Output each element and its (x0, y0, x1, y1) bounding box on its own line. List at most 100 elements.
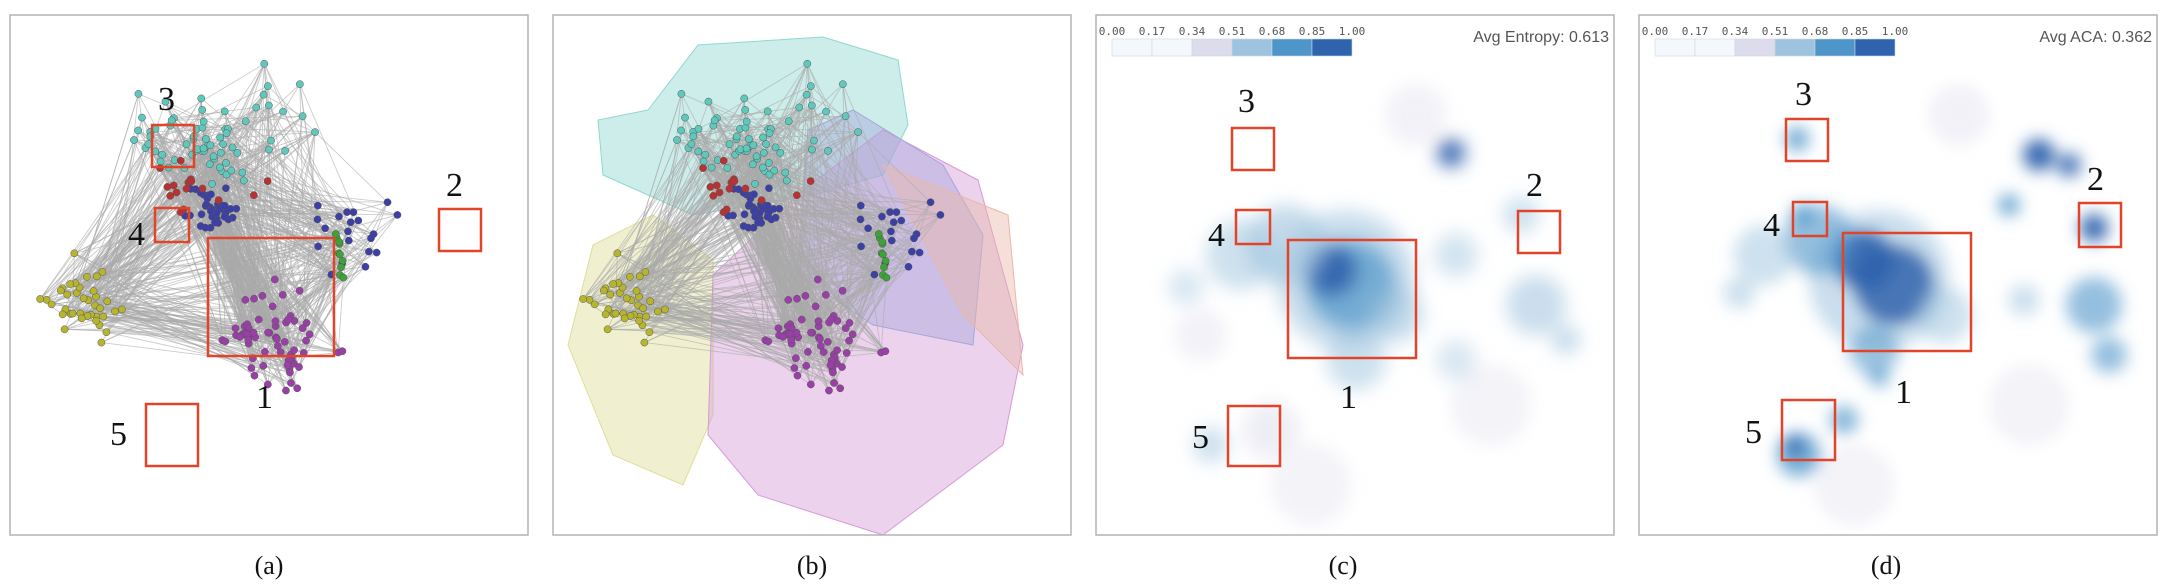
graph-node (916, 249, 923, 256)
region-label-3: 3 (158, 81, 175, 118)
graph-node (765, 159, 772, 166)
graph-node (759, 164, 766, 171)
graph-node (711, 117, 718, 124)
graph-node (222, 159, 229, 166)
legend-tick: 0.85 (1842, 25, 1869, 38)
graph-node (646, 329, 653, 336)
graph-node (339, 348, 346, 355)
graph-node (314, 216, 321, 223)
graph-node (621, 315, 628, 322)
graph-node (745, 135, 752, 142)
legend-swatch (1312, 39, 1352, 56)
graph-node (927, 199, 934, 206)
graph-node (130, 136, 137, 143)
graph-node (705, 98, 712, 105)
density-blob (2008, 284, 2040, 316)
graph-node (812, 303, 819, 310)
graph-node (883, 274, 890, 281)
graph-node (98, 339, 105, 346)
graph-node (269, 303, 276, 310)
graph-node (164, 183, 171, 190)
graph-node (282, 387, 289, 394)
panel-b: (b) (553, 15, 1071, 580)
graph-node (607, 291, 614, 298)
graph-node (839, 287, 846, 294)
graph-node (104, 298, 111, 305)
graph-node (879, 238, 886, 245)
graph-node (83, 273, 90, 280)
graph-node (221, 202, 228, 209)
graph-node (221, 213, 228, 220)
region-label-1: 1 (1340, 379, 1357, 416)
graph-node (690, 133, 697, 140)
graph-node (222, 185, 229, 192)
legend-swatch (1735, 39, 1775, 56)
graph-node (654, 308, 661, 315)
graph-node (222, 338, 229, 345)
region-label-5: 5 (1745, 414, 1762, 451)
graph-node (879, 251, 886, 258)
graph-node (726, 141, 733, 148)
legend-tick: 0.00 (1642, 25, 1669, 38)
graph-node (259, 292, 266, 299)
graph-node (260, 362, 267, 369)
graph-node (807, 329, 814, 336)
graph-node (880, 264, 887, 271)
graph-node (623, 295, 630, 302)
graph-node (842, 113, 849, 120)
graph-node (792, 355, 799, 362)
density-blob (1434, 233, 1478, 277)
graph-node (798, 316, 805, 323)
graph-node (59, 311, 66, 318)
density-blob (1506, 275, 1566, 335)
graph-node (207, 142, 214, 149)
graph-node (733, 133, 740, 140)
graph-node (783, 177, 790, 184)
graph-node (875, 230, 882, 237)
density-blob (2091, 337, 2127, 373)
graph-node (177, 157, 184, 164)
graph-node (208, 180, 215, 187)
graph-node (96, 305, 103, 312)
graph-node (843, 349, 850, 356)
density-blob (2023, 139, 2055, 171)
graph-node (261, 60, 268, 67)
legend-swatch (1192, 39, 1232, 56)
graph-node (202, 135, 209, 142)
graph-node (726, 185, 733, 192)
legend-swatch (1272, 39, 1312, 56)
graph-node (750, 142, 757, 149)
graph-node (273, 335, 280, 342)
graph-node (245, 336, 252, 343)
legend-swatch (1232, 39, 1272, 56)
density-blob (2080, 214, 2108, 242)
graph-node (804, 348, 811, 355)
graph-node (614, 250, 621, 257)
density-blob (2066, 277, 2122, 333)
graph-node (207, 191, 214, 198)
graph-node (750, 191, 757, 198)
density-blob (1437, 139, 1465, 167)
graph-node (286, 369, 293, 376)
graph-node (173, 189, 180, 196)
graph-node (771, 167, 778, 174)
graph-node (641, 339, 648, 346)
graph-node (311, 128, 318, 135)
graph-node (284, 361, 291, 368)
graph-node (742, 106, 749, 113)
graph-node (804, 60, 811, 67)
graph-node (78, 315, 85, 322)
graph-node (362, 263, 369, 270)
graph-node (754, 219, 761, 226)
graph-node (898, 217, 905, 224)
graph-node (735, 186, 742, 193)
graph-node (716, 189, 723, 196)
graph-node (347, 219, 354, 226)
density-blob (1869, 367, 1889, 387)
graph-node (864, 225, 871, 232)
panel-b-caption: (b) (797, 551, 827, 580)
graph-node (242, 296, 249, 303)
graph-node (816, 335, 823, 342)
panel-a-caption: (a) (255, 551, 284, 580)
